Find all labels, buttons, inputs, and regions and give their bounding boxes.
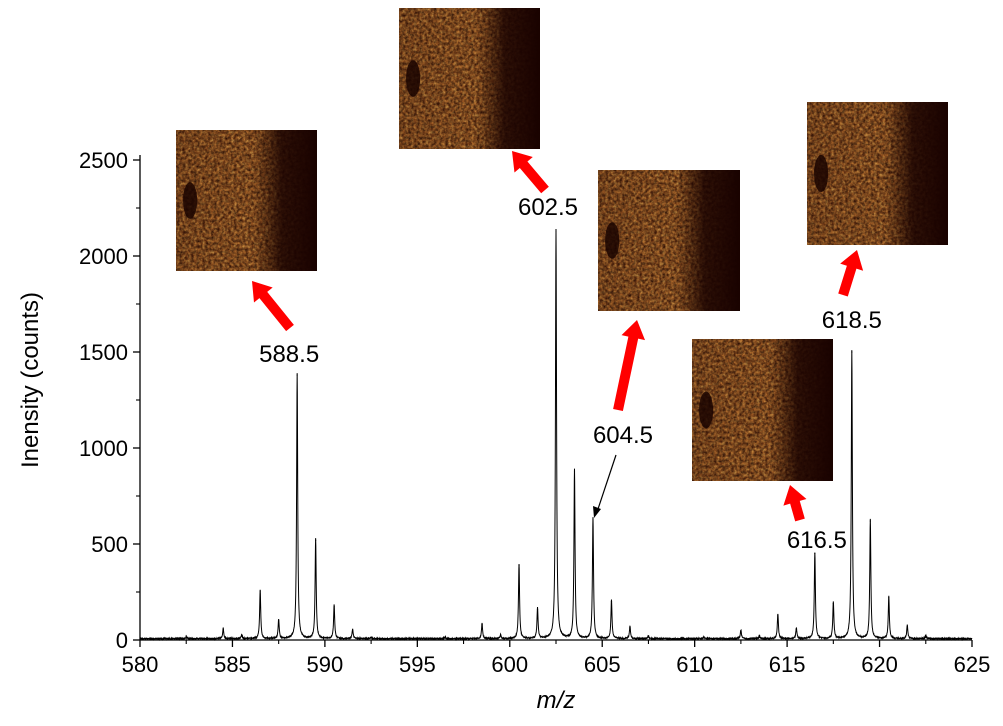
y-axis-title: Inensity (counts) [17,292,44,468]
peak-point [536,608,539,610]
peak-point [370,637,372,639]
red-arrow-588-5 [252,280,294,332]
peak-point [629,626,631,629]
axes-layer: 580 585 590 595 600 605 610 615 620 625 0 500 1000 15… [17,148,990,714]
x-tick-label: 595 [399,652,436,677]
x-tick-label: 620 [861,652,898,677]
peak-label: 588.5 [259,341,319,368]
peak-point [758,636,760,638]
peak-point [333,605,335,608]
peak-point [259,590,261,592]
peak-point [703,637,705,639]
red-arrow-shape [613,319,646,412]
spectrum-layer [139,228,973,642]
peak-label: 616.5 [787,527,847,554]
peak-point [832,602,834,605]
red-arrow-602-5 [512,151,549,194]
ms-image-588-5 [176,130,317,271]
y-tick-label: 1500 [79,340,128,365]
peak-point [777,614,779,616]
tissue-signal [692,339,833,481]
red-arrow-shape [252,280,294,332]
tissue-signal [807,102,948,245]
peak-point [518,564,520,566]
y-tick-label: 2000 [79,244,128,269]
peak-point [869,520,871,522]
x-tick-label: 580 [122,652,159,677]
ms-image-618-5 [807,102,948,245]
tissue-void [183,182,198,219]
x-tick-label: 585 [214,652,251,677]
peak-labels-layer: 588.5 602.5 604.5 616.5 618.5 [259,194,882,554]
peak-point [740,630,742,632]
peak-point [610,601,613,603]
spectrum-line [139,228,973,642]
peak-point [906,625,908,628]
peak-point [555,230,557,232]
y-tick-label: 1000 [79,436,128,461]
peak-point [315,539,317,541]
x-axis-title: m/z [537,687,576,714]
peak-point [241,635,243,637]
x-tick-label: 600 [491,652,528,677]
peak-point [573,470,576,472]
peak-point [925,636,927,638]
tissue-void [406,60,421,97]
peak-point [185,637,187,639]
peak-label: 602.5 [518,194,578,221]
ms-images-layer [176,8,948,481]
peak-point [222,628,224,631]
peak-point [481,624,483,626]
leader-arrowhead-604-5 [593,506,601,518]
tissue-void [605,222,620,259]
peak-label: 618.5 [822,307,882,334]
red-arrow-604-5 [613,319,646,412]
tissue-void [699,391,714,429]
red-arrow-shape [838,250,864,297]
red-arrow-shape [512,151,549,194]
y-tick-label: 0 [116,628,128,653]
ms-image-616-5 [692,339,833,481]
peak-point [888,597,890,599]
peak-point [444,637,446,639]
ms-image-604-5 [598,170,740,311]
x-tick-label: 605 [584,652,621,677]
peak-point [352,629,354,632]
x-tick-label: 615 [769,652,806,677]
red-arrows-layer [252,151,864,522]
tissue-void [814,154,829,193]
x-tick-label: 610 [676,652,713,677]
peak-point [296,374,298,376]
tissue-signal [399,8,540,149]
red-arrow-616-5 [783,484,807,522]
peak-point [278,620,280,622]
peak-point [851,351,853,353]
peak-point [499,635,502,637]
red-arrow-618-5 [838,250,864,297]
tissue-signal [176,130,317,271]
tissue-signal [598,170,740,311]
y-tick-label: 2500 [79,148,128,173]
leader-line-604-5 [596,454,617,513]
x-tick-label: 625 [954,652,991,677]
red-arrow-shape [783,484,807,522]
peak-label: 604.5 [593,422,653,449]
y-tick-label: 500 [91,532,128,557]
peak-point [647,636,650,638]
peak-point [592,518,594,520]
peak-point [795,628,797,631]
ms-image-602-5 [399,8,540,149]
peak-point [814,553,816,555]
x-tick-label: 590 [307,652,344,677]
